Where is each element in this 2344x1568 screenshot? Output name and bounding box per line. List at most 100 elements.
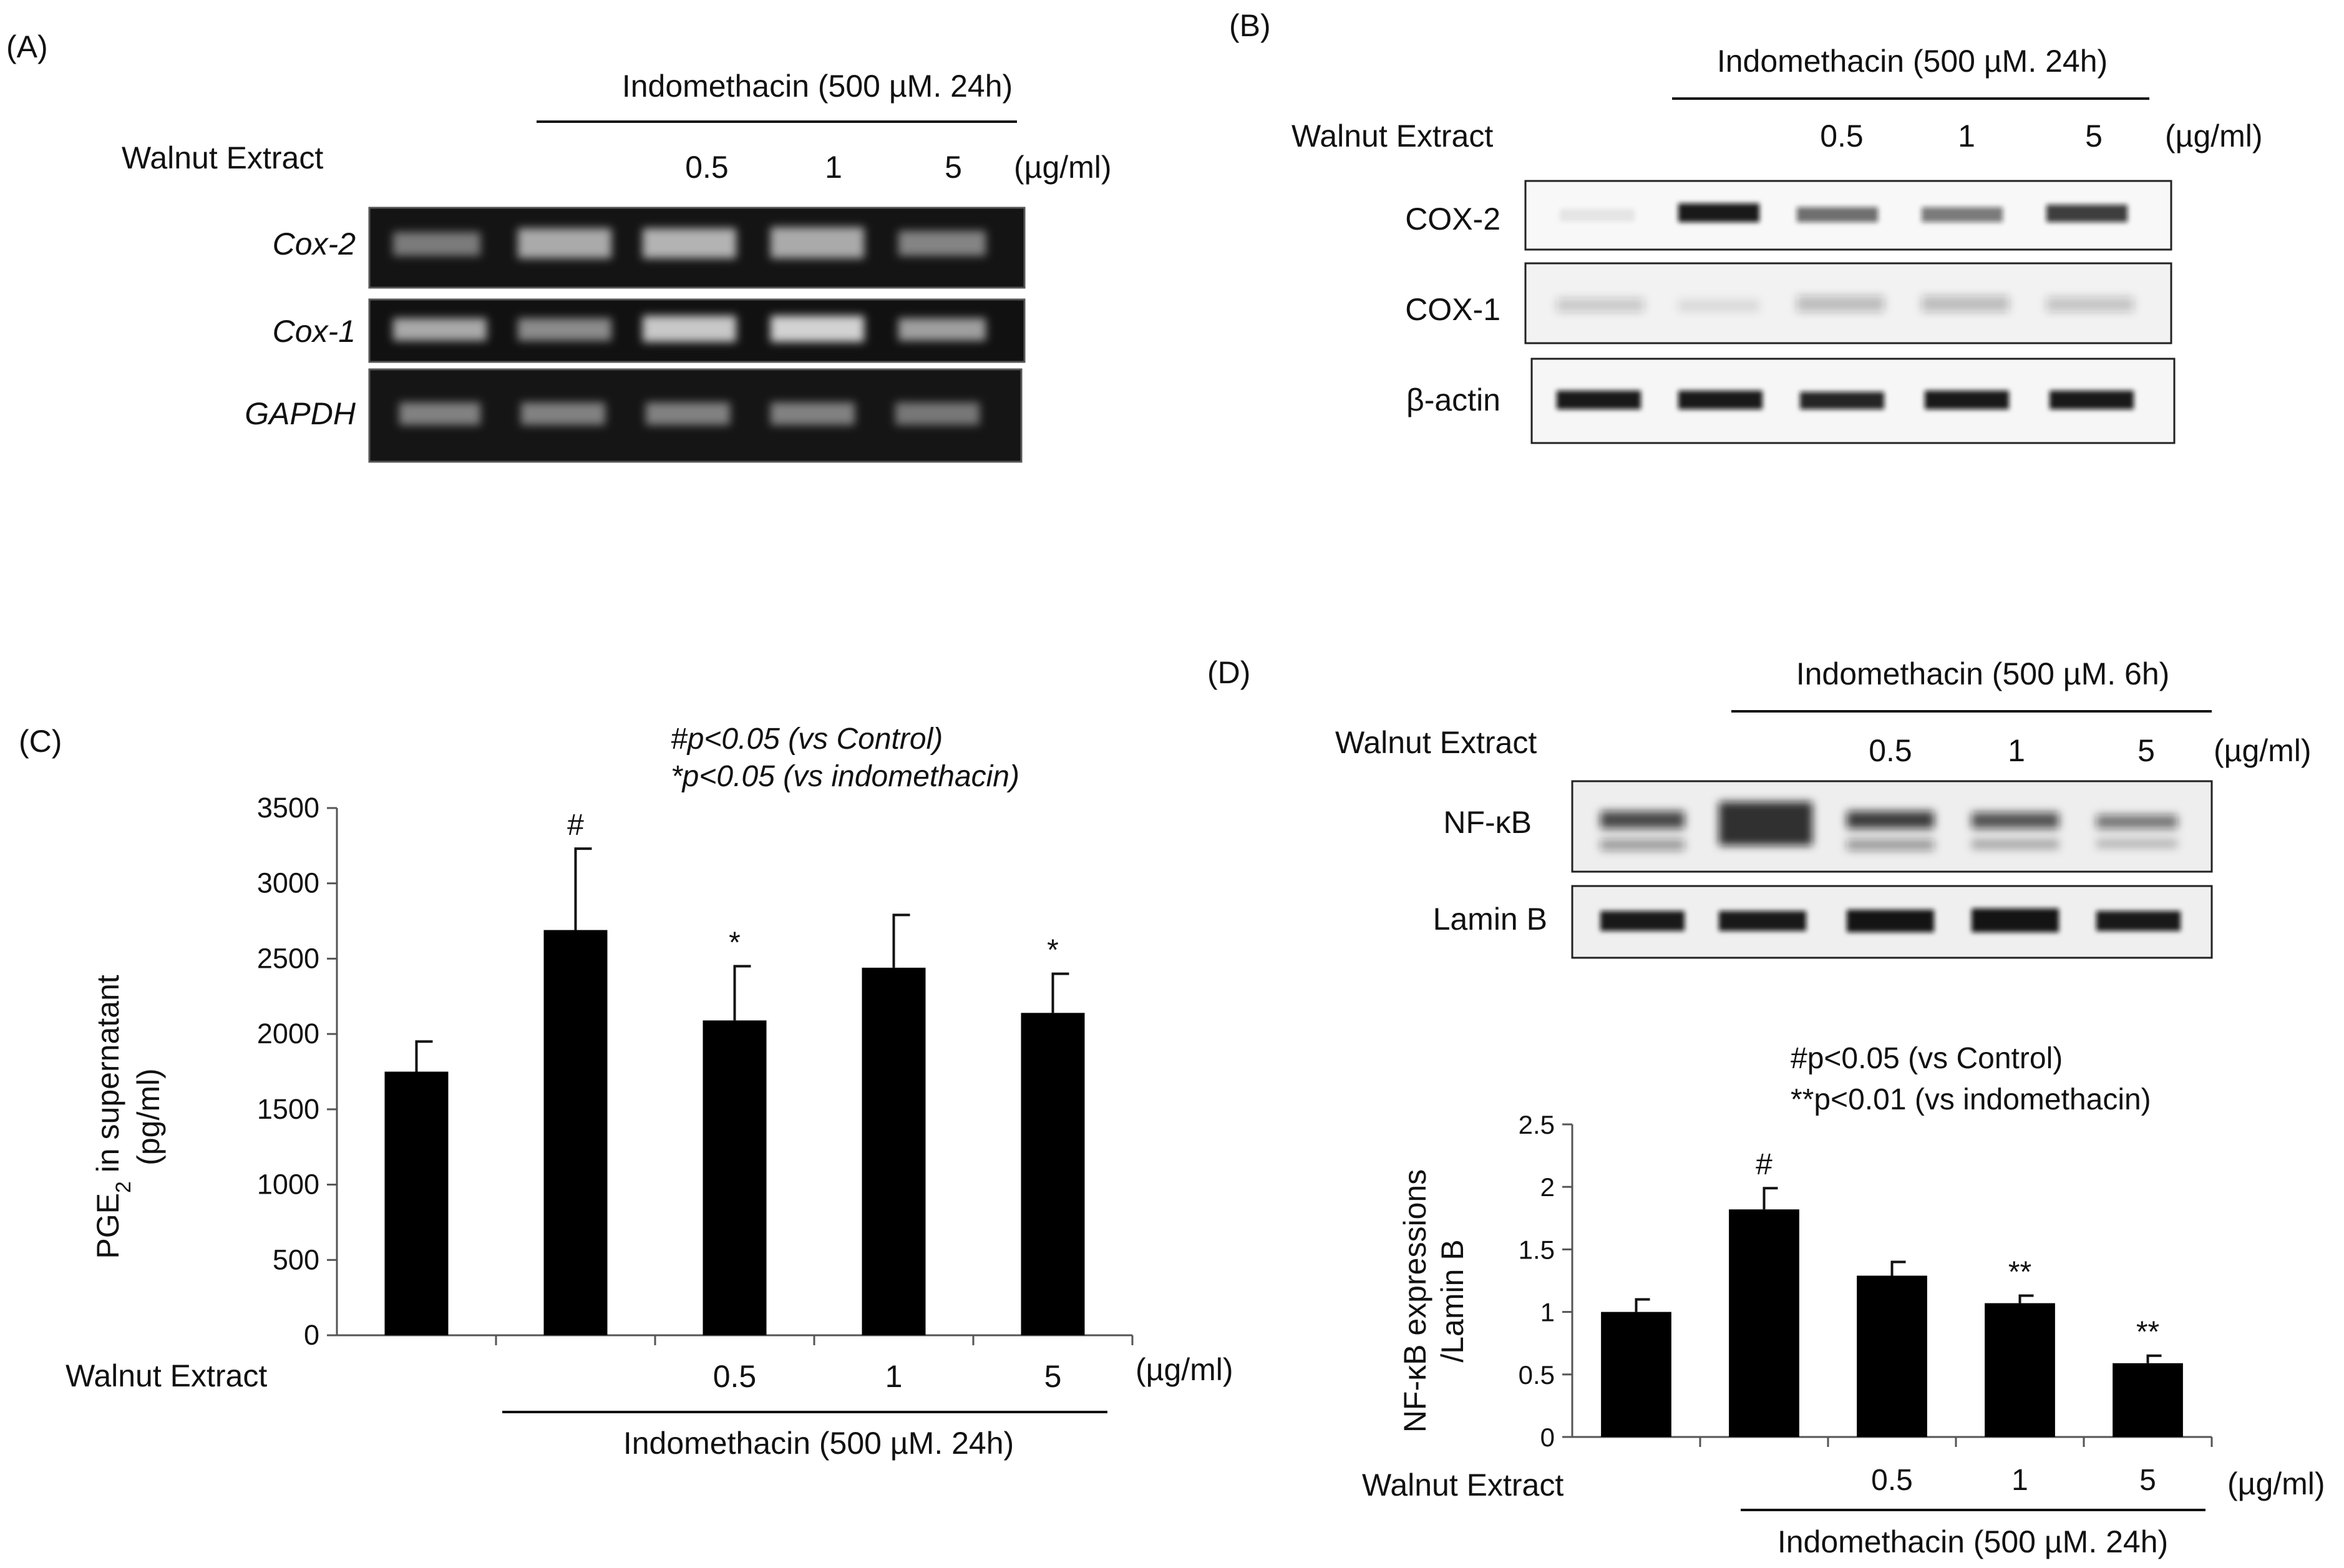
panel-c-category-label: 0.5	[713, 1359, 757, 1394]
panel-b-blot-cox2	[1524, 180, 2172, 251]
panel-d-dose-1: 0.5	[1869, 733, 1912, 768]
panel-c-bar	[703, 1020, 767, 1335]
panel-b-label: (B)	[1229, 8, 1271, 43]
panel-a-dose-3: 5	[945, 150, 962, 185]
panel-d-band-label-2: Lamin B	[1433, 902, 1547, 937]
panel-c-annotation-1: #p<0.05 (vs Control)	[671, 723, 943, 756]
panel-c-category-label: 5	[1044, 1359, 1062, 1394]
panel-c-ytick-label: 0	[304, 1319, 319, 1351]
panel-d-bar	[1857, 1275, 1927, 1437]
panel-d-unit: (µg/ml)	[2214, 733, 2312, 768]
panel-a-label: (A)	[6, 29, 48, 64]
panel-c-label: (C)	[19, 724, 62, 759]
panel-d-ylabel-line2: /Lamin B	[1435, 1239, 1470, 1362]
panel-d-blot-nfkb	[1571, 780, 2213, 873]
panel-d-ytick-label: 0.5	[1519, 1360, 1555, 1390]
panel-a: (A) Indomethacin (500 µM. 24h) Walnut Ex…	[6, 29, 1112, 463]
panel-d-ytick-label: 2.5	[1519, 1110, 1555, 1139]
panel-c-ytick-label: 1500	[257, 1093, 319, 1125]
panel-a-band-label-3: GAPDH	[245, 396, 356, 431]
panel-d-chart-treatment: Indomethacin (500 µM. 24h)	[1777, 1524, 2168, 1559]
panel-c-ytick-label: 3500	[257, 792, 319, 824]
panel-a-dose-1: 0.5	[685, 150, 729, 185]
panel-d-ytick-label: 1	[1540, 1298, 1555, 1327]
panel-d-ytick-label: 1.5	[1519, 1235, 1555, 1264]
panel-d-treatment: Indomethacin (500 µM. 6h)	[1796, 656, 2170, 691]
panel-c-ylabel-line1: PGE2 in supernatant	[90, 975, 135, 1259]
panel-c-plot: 0 500 1000 1500 2000 2500 3000 3500 # * 0.5 1 * 5	[257, 792, 1134, 1394]
panel-a-gel-gapdh	[368, 368, 1023, 463]
panel-a-treatment: Indomethacin (500 µM. 24h)	[622, 69, 1013, 104]
panel-d-dose-2: 1	[2008, 733, 2025, 768]
panel-d-plot: 0 0.5 1 1.5 2 2.5 #0.5 ** 1 ** 5	[1519, 1110, 2213, 1497]
panel-d-category-label: 1	[2011, 1464, 2028, 1497]
panel-d-label: (D)	[1207, 655, 1250, 690]
panel-a-unit: (µg/ml)	[1014, 150, 1112, 185]
panel-b-band-label-1: COX-2	[1405, 202, 1500, 236]
panel-d-significance-mark: **	[2008, 1256, 2031, 1289]
panel-d-ytick-label: 2	[1540, 1172, 1555, 1202]
panel-d-bar	[2113, 1363, 2183, 1437]
panel-d-ylabel-line1: NF-κB expressions	[1398, 1169, 1432, 1433]
panel-b-blot-actin	[1530, 358, 2176, 444]
panel-a-gel-cox1	[368, 298, 1026, 363]
panel-a-gel-cox2	[368, 207, 1026, 289]
panel-c-category-label: 1	[885, 1359, 903, 1394]
panel-c-ytick-label: 2000	[257, 1018, 319, 1049]
panel-d-ytick-label: 0	[1540, 1423, 1555, 1452]
panel-d-annotation-1: #p<0.05 (vs Control)	[1791, 1042, 2063, 1075]
panel-d-row-label: Walnut Extract	[1335, 725, 1537, 760]
panel-b-dose-3: 5	[2085, 119, 2103, 153]
panel-a-band-label-1: Cox-2	[273, 226, 356, 261]
panel-c-annotation-1-text: #p<0.05 (vs Control)	[671, 723, 943, 756]
panel-a-row-label: Walnut Extract	[122, 140, 323, 175]
panel-b: (B) Indomethacin (500 µM. 24h) Walnut Ex…	[1229, 8, 2263, 444]
panel-c: (C) #p<0.05 (vs Control) *p<0.05 (vs ind…	[19, 723, 1233, 1461]
panel-d-bar	[1729, 1209, 1799, 1437]
panel-c-bar	[543, 930, 608, 1335]
panel-d-significance-mark: **	[2136, 1316, 2159, 1349]
panel-c-ylabel-sub: 2	[112, 1181, 135, 1193]
panel-b-dose-2: 1	[1958, 119, 1975, 153]
panel-d-blot-laminb	[1571, 885, 2213, 959]
panel-d-category-label: 0.5	[1871, 1464, 1913, 1497]
panel-a-dose-2: 1	[825, 150, 842, 185]
panel-b-blot-cox1	[1524, 262, 2172, 344]
panel-c-annotation-2-text: *p<0.05 (vs indomethacin)	[671, 760, 1019, 793]
panel-c-significance-mark: #	[567, 809, 584, 842]
panel-c-ylabel: PGE2 in supernatant (pg/ml)	[90, 975, 166, 1259]
panel-d-bar	[1601, 1312, 1671, 1437]
panel-d-significance-mark: #	[1756, 1148, 1773, 1181]
panel-b-dose-1: 0.5	[1820, 119, 1864, 153]
panel-c-unit: (µg/ml)	[1136, 1352, 1233, 1387]
panel-d-band-label-1: NF-κB	[1443, 805, 1532, 840]
panel-c-bar	[1021, 1013, 1085, 1335]
panel-c-ytick-label: 500	[273, 1244, 319, 1275]
panel-c-ylabel-rest: in supernatant	[90, 975, 125, 1181]
panel-c-annotation-2: *p<0.05 (vs indomethacin)	[671, 760, 1019, 793]
panel-d-bar	[1985, 1303, 2055, 1437]
panel-c-bar	[384, 1071, 449, 1335]
panel-a-band-label-2: Cox-1	[273, 314, 356, 349]
panel-c-ytick-label: 1000	[257, 1169, 319, 1200]
panel-c-ytick-label: 3000	[257, 867, 319, 899]
panel-b-unit: (µg/ml)	[2165, 119, 2263, 153]
panel-b-band-label-2: COX-1	[1405, 292, 1500, 327]
panel-c-ylabel-line2: (pg/ml)	[131, 1068, 166, 1166]
panel-d-row-label-2: Walnut Extract	[1362, 1468, 1563, 1502]
panel-c-ylabel-main: PGE	[90, 1193, 125, 1259]
panel-d-chart-unit: (µg/ml)	[2227, 1466, 2325, 1501]
panel-d-ylabel: NF-κB expressions /Lamin B	[1398, 1169, 1470, 1433]
panel-d: (D) Indomethacin (500 µM. 6h) Walnut Ext…	[1207, 655, 2325, 1559]
panel-c-significance-mark: *	[729, 927, 741, 960]
panel-c-significance-mark: *	[1047, 934, 1059, 967]
panel-c-bar	[862, 967, 926, 1335]
panel-d-annotation-2: **p<0.01 (vs indomethacin)	[1791, 1083, 2151, 1116]
panel-d-category-label: 5	[2139, 1464, 2156, 1497]
panel-b-treatment: Indomethacin (500 µM. 24h)	[1717, 44, 2108, 79]
panel-d-dose-3: 5	[2137, 733, 2155, 768]
panel-b-band-label-3: β-actin	[1406, 382, 1500, 417]
panel-b-row-label: Walnut Extract	[1291, 119, 1493, 153]
panel-c-ytick-label: 2500	[257, 942, 319, 974]
